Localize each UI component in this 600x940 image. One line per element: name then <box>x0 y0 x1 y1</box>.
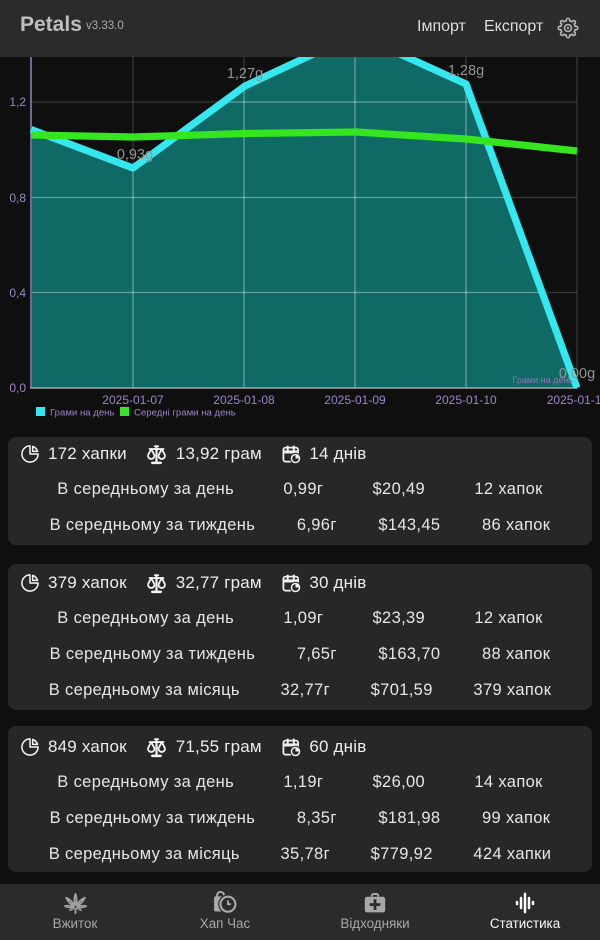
svg-text:2025-01-07: 2025-01-07 <box>102 393 164 407</box>
svg-text:0,8: 0,8 <box>9 191 26 205</box>
svg-text:2025-01-09: 2025-01-09 <box>324 393 386 407</box>
svg-text:Середні грами на день: Середні грами на день <box>134 408 236 419</box>
svg-text:2025-01-10: 2025-01-10 <box>435 393 497 407</box>
svg-text:2025-01-08: 2025-01-08 <box>213 393 275 407</box>
svg-text:0,0: 0,0 <box>9 381 26 395</box>
svg-text:1,28g: 1,28g <box>448 63 484 79</box>
svg-text:Грами на день: Грами на день <box>513 375 574 385</box>
svg-text:0,4: 0,4 <box>9 286 26 300</box>
svg-text:0,93g: 0,93g <box>117 147 153 163</box>
svg-text:0,00g: 0,00g <box>559 366 595 382</box>
svg-text:1,2: 1,2 <box>9 95 26 109</box>
svg-text:2025-01-11: 2025-01-11 <box>547 393 600 407</box>
svg-text:Грами на день: Грами на день <box>50 408 114 419</box>
svg-text:1,27g: 1,27g <box>227 66 263 82</box>
